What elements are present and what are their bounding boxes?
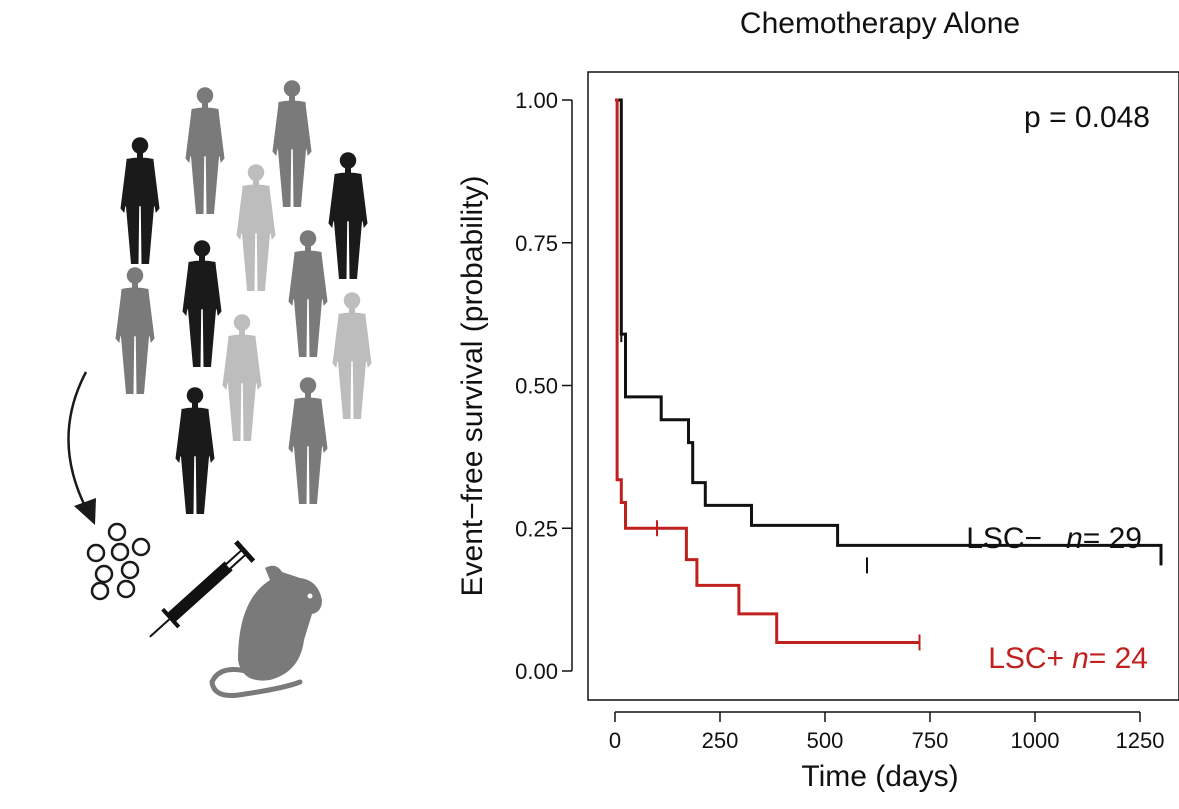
x-axis-title: Time (days)	[801, 760, 958, 793]
y-axis-title: Event−free survival (probability)	[456, 175, 489, 596]
legend-lsc-neg-name: LSC−	[966, 522, 1042, 555]
syringe-icon	[149, 540, 256, 638]
y-tick-label: 0.00	[515, 659, 558, 684]
arrow-icon	[67, 371, 96, 525]
y-tick-label: 0.50	[515, 374, 558, 399]
plot-area-frame	[587, 71, 1179, 701]
mouse-icon	[209, 565, 322, 698]
legend-lsc-pos-name: LSC+	[988, 642, 1064, 675]
chart-title: Chemotherapy Alone	[740, 7, 1020, 40]
legend-lsc-pos: LSC+ n= 24	[988, 642, 1148, 675]
x-axis: 0 250 500 750 1000 1250	[609, 711, 1165, 753]
series-layer	[615, 98, 1163, 651]
legend-lsc-pos-value: = 24	[1089, 642, 1148, 675]
legend-lsc-neg-value: = 29	[1083, 522, 1142, 555]
y-tick-label: 1.00	[515, 88, 558, 113]
x-tick-label: 1000	[1011, 728, 1060, 753]
y-axis: 0.00 0.25 0.50 0.75 1.00	[515, 88, 573, 684]
x-tick-label: 250	[702, 728, 739, 753]
patient-silhouettes-icon	[115, 80, 372, 514]
legend-lsc-pos-n: n	[1072, 642, 1089, 675]
x-tick-label: 750	[912, 728, 949, 753]
cells-icon	[86, 522, 151, 601]
x-tick-label: 1250	[1116, 728, 1165, 753]
series-line-lsc-pos	[615, 98, 920, 644]
y-tick-label: 0.75	[515, 231, 558, 256]
p-value-annotation: p = 0.048	[1024, 101, 1150, 134]
legend-lsc-neg: LSC− n= 29	[966, 522, 1142, 555]
x-tick-label: 0	[609, 728, 621, 753]
y-tick-label: 0.25	[515, 516, 558, 541]
series-line-lsc-neg	[615, 98, 1163, 566]
x-tick-label: 500	[807, 728, 844, 753]
legend-lsc-neg-n: n	[1066, 522, 1083, 555]
